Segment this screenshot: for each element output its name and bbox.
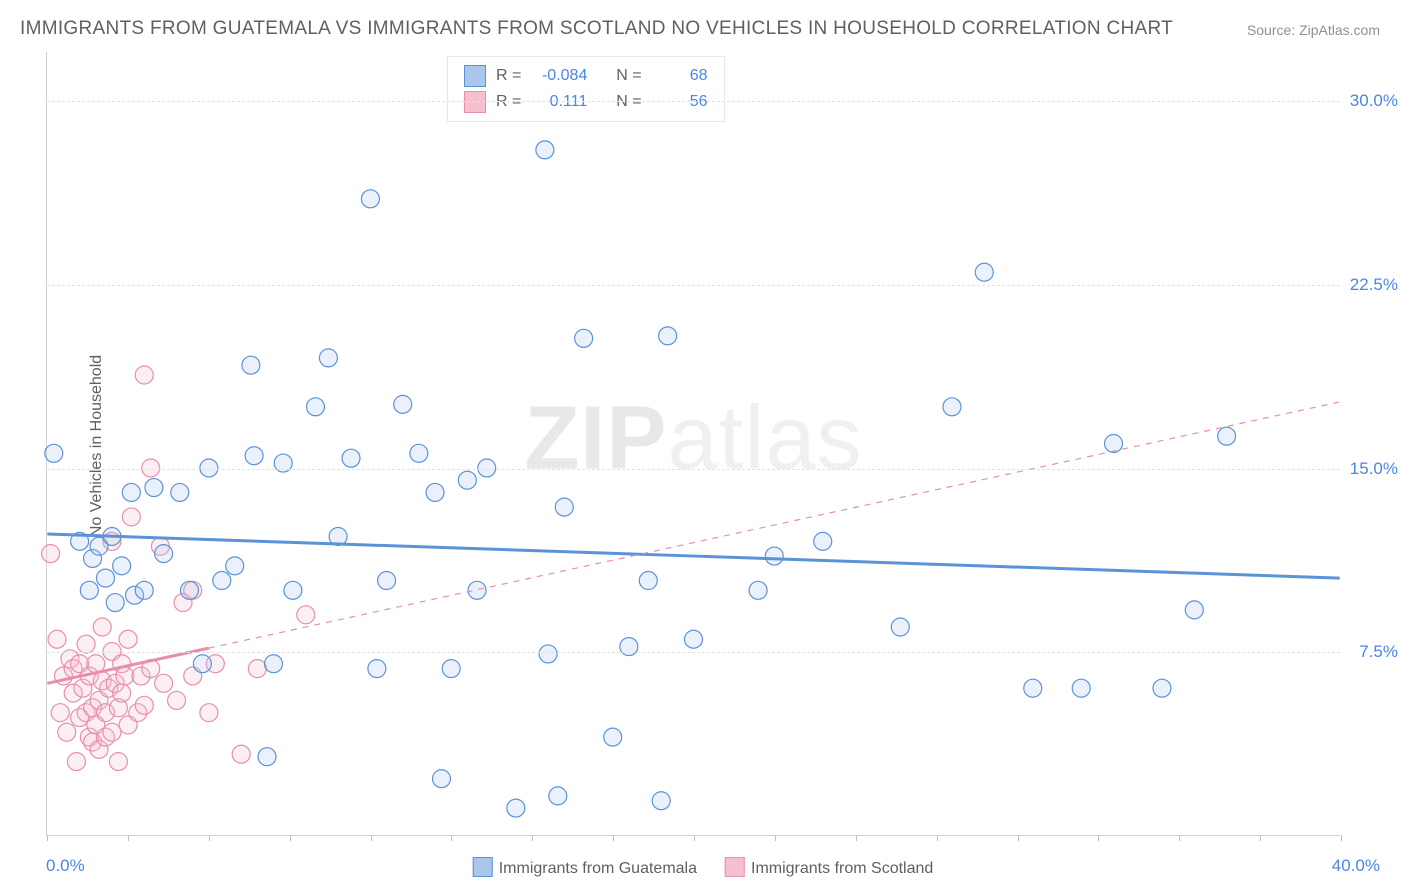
legend-item-scotland: Immigrants from Scotland [725,857,933,878]
y-tick-label: 15.0% [1350,459,1398,479]
correlation-stats-box: R = -0.084 N = 68 R = 0.111 N = 56 [447,56,725,122]
stats-row-scotland: R = 0.111 N = 56 [464,89,708,115]
chart-title: IMMIGRANTS FROM GUATEMALA VS IMMIGRANTS … [20,18,1173,40]
y-tick-label: 22.5% [1350,275,1398,295]
x-axis-min-label: 0.0% [46,856,85,876]
chart-svg [47,52,1340,835]
legend-swatch-guatemala [473,857,493,877]
swatch-scotland [464,91,486,113]
bottom-legend: Immigrants from Guatemala Immigrants fro… [473,857,934,878]
legend-swatch-scotland [725,857,745,877]
y-tick-label: 30.0% [1350,91,1398,111]
source-attribution: Source: ZipAtlas.com [1247,22,1380,38]
swatch-guatemala [464,65,486,87]
y-tick-label: 7.5% [1359,642,1398,662]
legend-item-guatemala: Immigrants from Guatemala [473,857,697,878]
plot-area: ZIPatlas R = -0.084 N = 68 R = 0.111 N =… [46,52,1340,836]
stats-row-guatemala: R = -0.084 N = 68 [464,63,708,89]
x-axis-max-label: 40.0% [1332,856,1380,876]
